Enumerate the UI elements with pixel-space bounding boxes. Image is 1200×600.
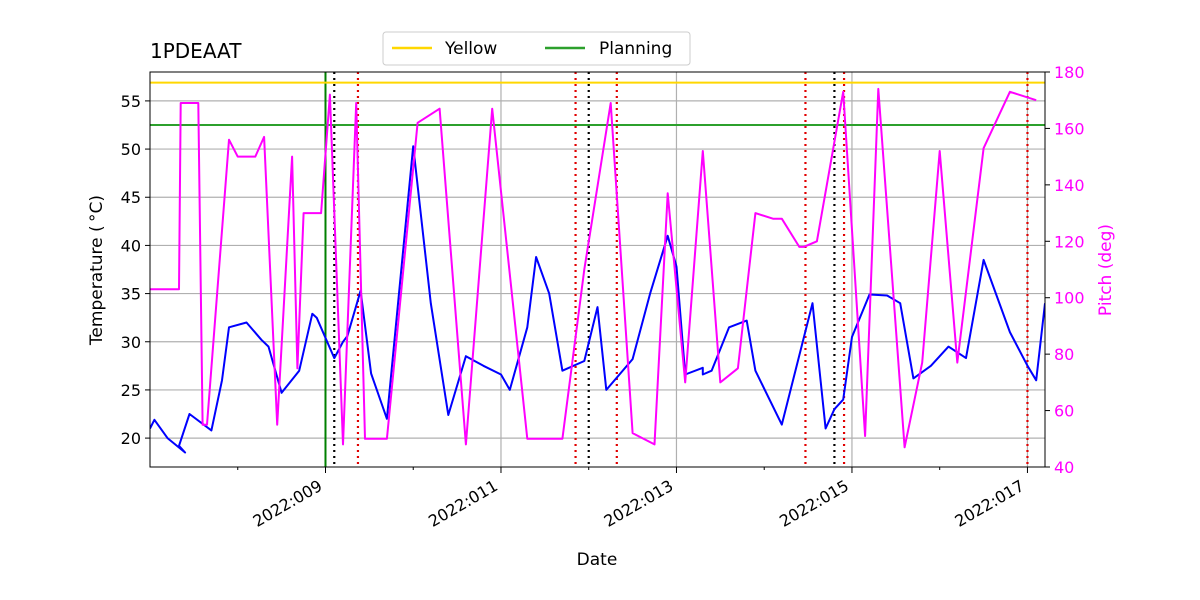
y2-tick-label: 60 [1054,402,1074,421]
y-tick-label: 55 [121,92,141,111]
x-axis-label: Date [577,550,618,570]
y2-tick-label: 120 [1054,232,1085,251]
series-group [150,87,1045,454]
y-tick-label: 30 [121,333,141,352]
y2-tick-label: 100 [1054,289,1085,308]
y2-tick-label: 40 [1054,458,1074,477]
y2-tick-label: 80 [1054,345,1074,364]
y2-tick-label: 160 [1054,119,1085,138]
x-tick-label: 2022:013 [601,476,677,531]
y-tick-label: 45 [121,188,141,207]
y-tick-label: 40 [121,236,141,255]
limit-lines [150,81,1045,126]
y-tick-label: 25 [121,381,141,400]
series-line-pitch [150,87,1037,449]
x-tick-label: 2022:009 [250,476,326,531]
y-tick-label: 20 [121,429,141,448]
y2-tick-label: 180 [1054,63,1085,82]
x-tick-label: 2022:017 [952,476,1028,531]
legend: Yellow Planning [382,31,691,66]
legend-label-planning: Planning [599,39,672,59]
series-line-temperature [150,145,1045,454]
y-axis-right: 40 60 80 100 120 140 160 180 [1045,63,1085,477]
plot-frame [149,71,1046,468]
x-axis: 2022:009 2022:011 2022:013 2022:015 2022:017 [237,467,1028,531]
x-tick-label: 2022:015 [776,476,852,531]
event-markers [324,72,1029,467]
chart-title: 1PDEAAT [150,39,242,63]
y-axis-label: Temperature ( °C) [87,195,107,346]
legend-frame [382,31,691,66]
plot-background [150,72,1045,467]
y-axis-left: 20 25 30 35 40 45 50 55 [121,92,150,448]
y2-tick-label: 140 [1054,176,1085,195]
x-tick-label: 2022:011 [425,476,501,531]
y-tick-label: 50 [121,140,141,159]
y2-axis-label: Pitch (deg) [1096,224,1116,316]
legend-label-yellow: Yellow [444,39,497,59]
y-tick-label: 35 [121,285,141,304]
